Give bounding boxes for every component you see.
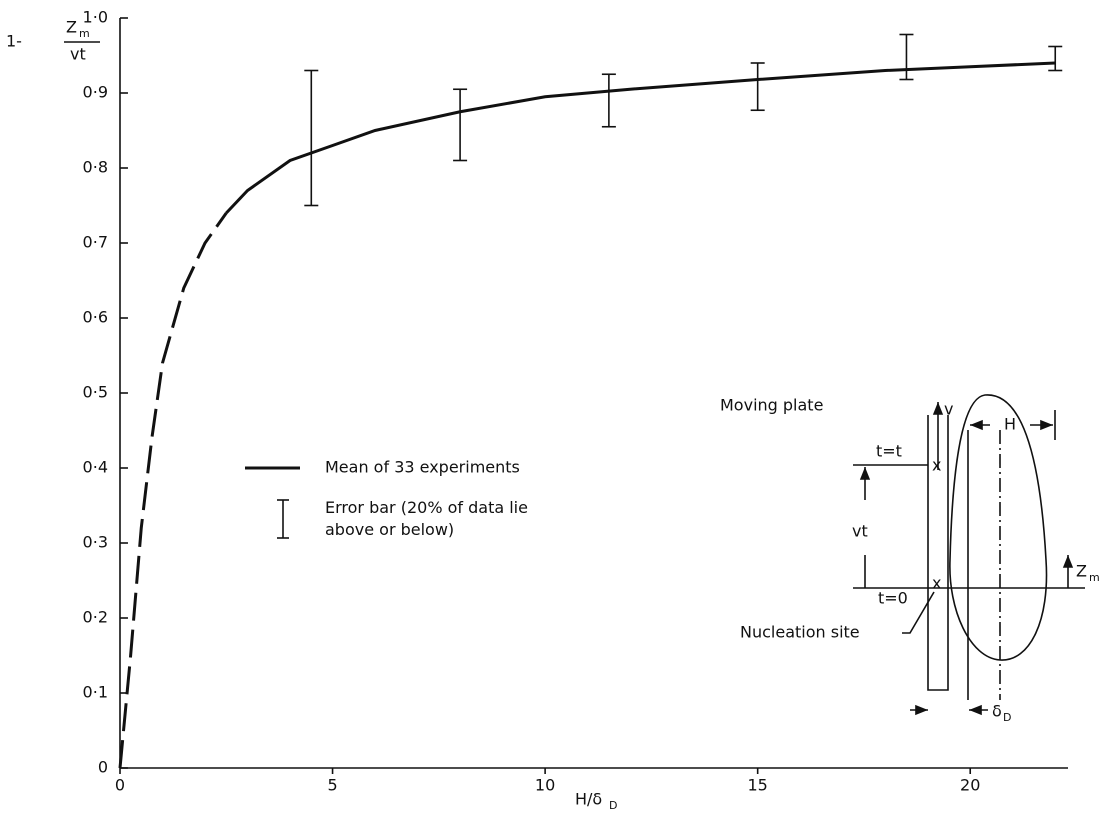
- inset-label: H: [1004, 415, 1016, 434]
- y-tick-label: 0: [98, 758, 108, 777]
- y-label-lead: 1-: [6, 32, 22, 51]
- inset-label: Z: [1076, 562, 1087, 581]
- y-tick-label: 0·2: [83, 608, 108, 627]
- y-tick-label: 0·5: [83, 383, 108, 402]
- y-label-numerator: Z: [66, 18, 77, 37]
- x-tick-label: 20: [960, 776, 980, 795]
- inset-label: t=t: [876, 442, 902, 461]
- x-tick-label: 15: [747, 776, 767, 795]
- inset-label: t=0: [878, 589, 908, 608]
- inset-label: vt: [852, 522, 868, 541]
- y-tick-label: 0·1: [83, 683, 108, 702]
- inset-label: v: [944, 400, 953, 419]
- leader: [902, 591, 935, 634]
- y-tick-label: 0·9: [83, 83, 108, 102]
- inset-label: δ: [992, 702, 1002, 721]
- y-label-denominator: vt: [70, 45, 86, 64]
- plate: [927, 415, 949, 691]
- x-tick-label: 0: [115, 776, 125, 795]
- y-tick-label: 0·7: [83, 233, 108, 252]
- y-tick-label: 0·3: [83, 533, 108, 552]
- legend-label: Mean of 33 experiments: [325, 458, 520, 477]
- inset-label-sub: D: [1003, 711, 1011, 724]
- y-tick-label: 0·4: [83, 458, 108, 477]
- x-tick-label: 5: [327, 776, 337, 795]
- inset-label: Nucleation site: [740, 623, 860, 642]
- y-tick-label: 1·0: [83, 8, 108, 27]
- y-tick-label: 0·6: [83, 308, 108, 327]
- x-label-sub: D: [609, 799, 617, 812]
- x-tick-label: 10: [535, 776, 555, 795]
- legend-box: Error bar (20% of data lie above or belo…: [325, 498, 528, 539]
- line: [225, 61, 1056, 215]
- bubble: [949, 394, 1048, 661]
- x-label: H/δ: [575, 790, 602, 809]
- y-tick-label: 0·8: [83, 158, 108, 177]
- line: [118, 212, 228, 769]
- y-label-numerator-sub: m: [79, 27, 90, 40]
- inset-label-sub: m: [1089, 571, 1100, 584]
- inset-label: x: [932, 574, 941, 593]
- inset-label: Moving plate: [720, 396, 823, 415]
- legend-label: Error bar (20% of data lie above or belo…: [325, 498, 528, 539]
- inset-diagram: Moving plate v H t=t x vt x t=0 Z m Nucl…: [720, 394, 1100, 724]
- inset-label: x: [932, 456, 941, 475]
